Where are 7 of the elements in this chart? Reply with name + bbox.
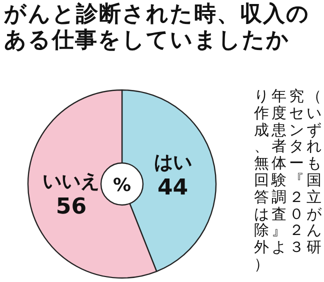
data-label: 44 [157,175,188,200]
slice-label: いいえ [42,170,100,193]
text: % [112,175,132,196]
chart-title: がんと診断された時、収入のある仕事をしていましたか [4,2,311,54]
text: （いずれも国立がん研究センター『２０２３年度患者体験調査』より作成、無回答は除外） [254,87,322,273]
slice-label: はい [154,151,192,174]
data-label: 56 [56,194,87,220]
